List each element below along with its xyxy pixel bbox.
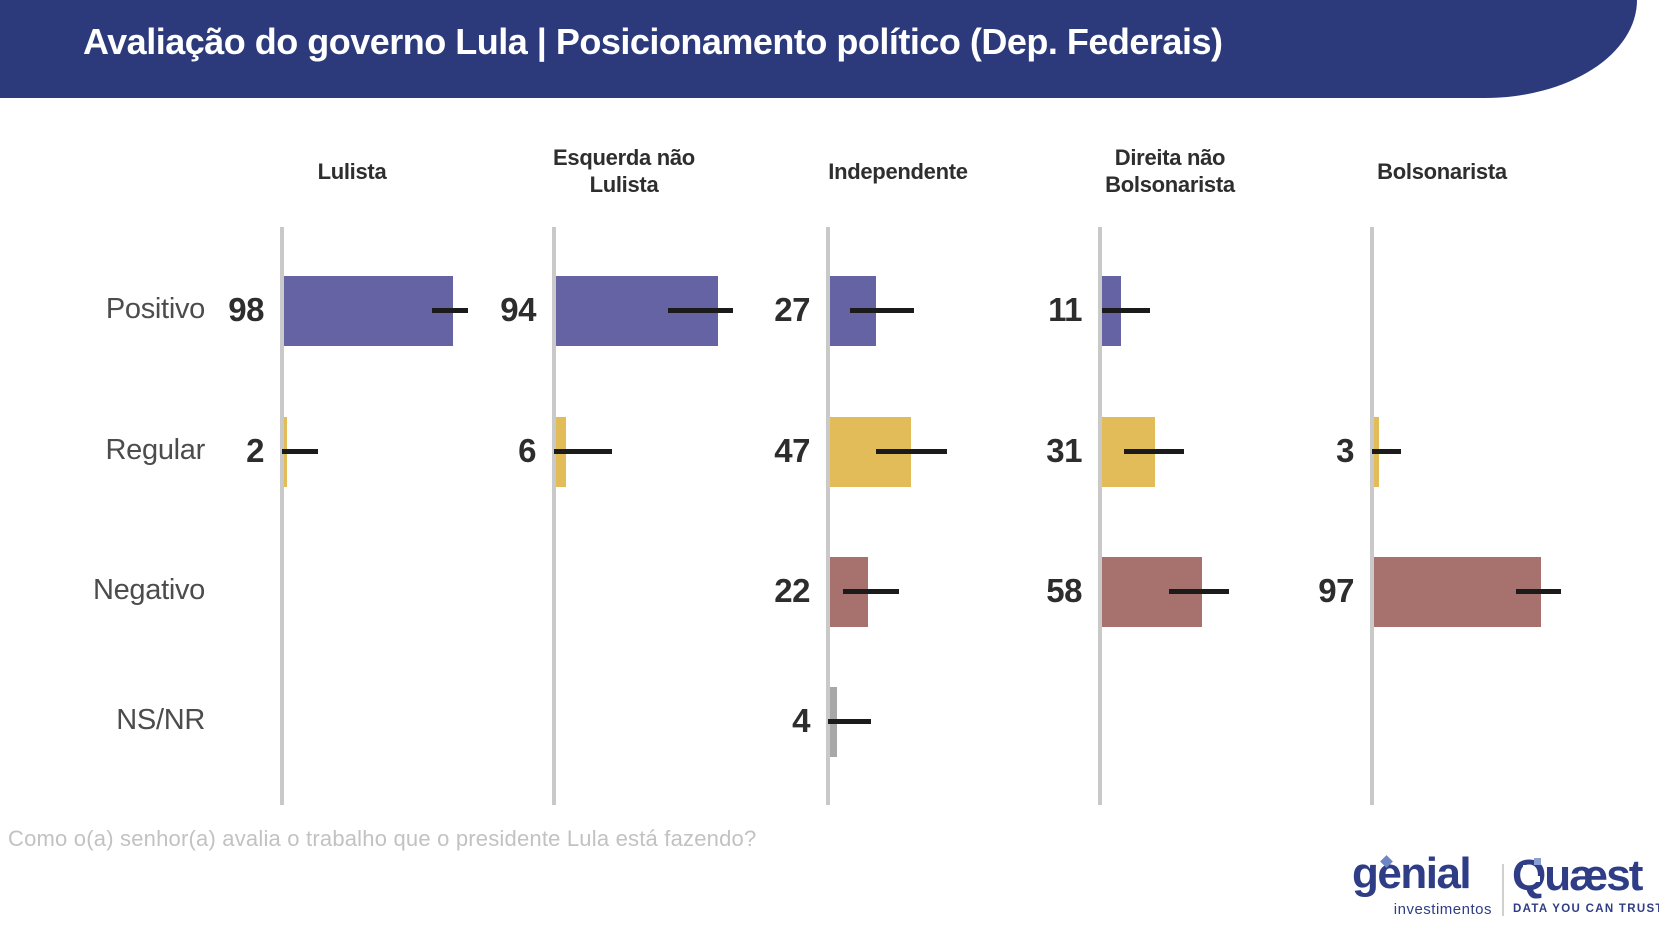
- error-bar: [282, 449, 319, 454]
- error-bar: [1101, 308, 1150, 313]
- quaest-tagline: DATA YOU CAN TRUST: [1513, 903, 1659, 915]
- axis-line: [280, 227, 284, 805]
- error-bar: [554, 449, 613, 454]
- row-label-negativo: Negativo: [92, 574, 205, 606]
- error-bar: [1168, 589, 1229, 594]
- bar-value-label: 97: [1318, 572, 1354, 609]
- row-label-positivo: Positivo: [105, 293, 205, 325]
- bar-value-label: 27: [774, 291, 810, 328]
- panel-header: Bolsonarista: [1377, 158, 1507, 184]
- axis-line: [1370, 227, 1374, 805]
- error-bar: [828, 719, 871, 724]
- bar-value-label: 2: [246, 432, 264, 469]
- bar-value-label: 94: [500, 291, 536, 328]
- error-bar: [1372, 449, 1402, 454]
- header-banner: Avaliação do governo Lula | Posicionamen…: [0, 0, 1637, 98]
- bar-value-label: 11: [1048, 291, 1082, 328]
- panel-header: Lulista: [317, 158, 387, 184]
- bar-negativo: [1374, 557, 1541, 627]
- error-bar: [431, 308, 468, 313]
- axis-line: [552, 227, 556, 805]
- quaest-pixel-icon: [1523, 865, 1532, 874]
- genial-subtitle: investimentos: [1393, 901, 1492, 918]
- axis-line: [1098, 227, 1102, 805]
- bar-value-label: 6: [518, 432, 536, 469]
- error-bar: [1516, 589, 1562, 594]
- logo-divider: [1502, 864, 1504, 916]
- bar-value-label: 98: [228, 291, 264, 328]
- bar-value-label: 3: [1336, 432, 1354, 469]
- error-bar: [667, 308, 733, 313]
- quaest-wordmark: Quæst: [1512, 851, 1643, 900]
- row-label-nsnr: NS/NR: [116, 704, 205, 736]
- error-bar: [1124, 449, 1185, 454]
- genial-logo: genial investimentos: [1352, 852, 1492, 922]
- survey-question: Como o(a) senhor(a) avalia o trabalho qu…: [8, 826, 757, 851]
- row-label-regular: Regular: [105, 434, 206, 466]
- error-bar: [876, 449, 947, 454]
- bar-value-label: 47: [774, 432, 810, 469]
- panel-header: Independente: [828, 158, 968, 184]
- axis-line: [826, 227, 830, 805]
- bar-value-label: 22: [774, 572, 810, 609]
- bar-positivo: [284, 276, 453, 346]
- slide-title: Avaliação do governo Lula | Posicionamen…: [83, 21, 1223, 62]
- panel-header: Direita não Bolsonarista: [1105, 145, 1235, 197]
- quaest-logo: Quæst DATA YOU CAN TRUST: [1512, 851, 1659, 924]
- error-bar: [850, 308, 914, 313]
- quaest-pixel-icon: [1534, 876, 1540, 882]
- quaest-pixel-icon: [1534, 858, 1541, 865]
- bar-value-label: 4: [792, 702, 810, 739]
- panel-header: Esquerda não Lulista: [553, 145, 695, 197]
- bar-value-label: 58: [1046, 572, 1082, 609]
- error-bar: [843, 589, 899, 594]
- genial-wordmark: genial: [1352, 849, 1472, 898]
- branding-footer: genial investimentos Quæst DATA YOU CAN …: [1340, 850, 1659, 930]
- bar-value-label: 31: [1046, 432, 1082, 469]
